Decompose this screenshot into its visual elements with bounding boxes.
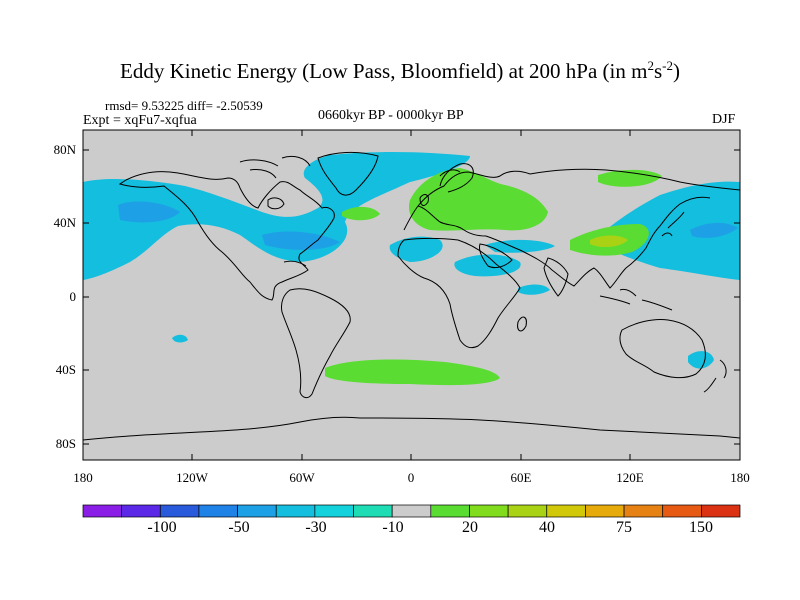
coast-greenland: [317, 151, 379, 196]
coast-madagascar: [517, 316, 527, 332]
y-tick-40n: 40N: [53, 215, 76, 230]
coast-asia: [485, 168, 740, 289]
colorbar-segment: [546, 504, 586, 518]
colorbar-label-3: -30: [305, 519, 327, 536]
colorbar-segment: [275, 504, 316, 518]
x-tick-60w: 60W: [289, 470, 315, 485]
colorbar-segment: [430, 504, 470, 518]
neg-region-arabia: [485, 239, 555, 253]
colorbar-label-8: 150: [689, 519, 713, 536]
colorbar-segment: [121, 504, 161, 518]
x-tick-120w: 120W: [176, 470, 208, 485]
axis-ticks: [82, 130, 741, 460]
colorbar-label-6: 40: [539, 519, 555, 536]
coast-hudson-bay: [267, 197, 285, 210]
colorbar-segment: [585, 504, 625, 518]
coast-canadian-archipelago: [239, 155, 311, 179]
neg-region-australia: [688, 351, 714, 369]
colorbar-segment: [391, 504, 432, 518]
coast-antarctica: [83, 416, 740, 441]
title-text: Eddy Kinetic Energy (Low Pass, Bloomfiel…: [120, 59, 648, 83]
colorbar: [82, 504, 741, 518]
colorbar-segment: [314, 504, 354, 518]
pos-region-central-atlantic: [342, 206, 380, 221]
title-sup-2: -2: [662, 58, 673, 73]
pos-region-southern-ocean: [325, 359, 500, 386]
y-tick-40s: 40S: [55, 362, 76, 377]
coast-south-america: [281, 288, 351, 399]
neg-region-west-pacific: [600, 181, 740, 280]
neg-region-north-pacific: [83, 152, 470, 280]
coast-indonesia: [599, 289, 673, 311]
coast-new-zealand: [703, 359, 727, 393]
neg-core-north-pacific: [118, 201, 180, 223]
colorbar-segment: [469, 504, 509, 518]
coast-cuba: [283, 260, 307, 267]
colorbar-segment: [701, 504, 741, 518]
x-tick-180e: 180: [730, 470, 750, 485]
title-close: ): [672, 59, 680, 83]
coast-australia: [619, 319, 706, 379]
title-sup-1: 2: [647, 58, 654, 73]
colorbar-segment: [82, 504, 122, 518]
season-label: DJF: [712, 112, 736, 127]
x-tick-120e: 120E: [616, 470, 644, 485]
coast-scandinavia: [439, 163, 474, 193]
neg-region-atlas: [389, 236, 443, 262]
experiment-label: Expt = xqFu7-xqfua: [83, 113, 197, 128]
colorbar-segment: [507, 504, 548, 518]
colorbar-segment: [353, 504, 393, 518]
neg-core-west-pacific: [690, 222, 738, 238]
colorbar-segment: [237, 504, 277, 518]
x-tick-60e: 60E: [510, 470, 532, 485]
colorbar-segment: [662, 504, 702, 518]
period-label: 0660kyr BP - 0000kyr BP: [318, 108, 464, 123]
pos-core-east-asia: [590, 235, 628, 248]
coast-africa: [397, 238, 521, 349]
coast-britain: [419, 194, 429, 206]
colorbar-label-2: -50: [228, 519, 250, 536]
y-tick-80n: 80N: [53, 142, 76, 157]
coast-arabia: [479, 243, 513, 269]
y-tick-80s: 80S: [55, 436, 76, 451]
x-tick-0: 0: [407, 470, 415, 485]
colorbar-label-5: 20: [462, 519, 478, 536]
colorbar-segment: [159, 504, 200, 518]
coastlines: [83, 151, 740, 441]
pos-region-europe: [408, 168, 548, 231]
colorbar-label-1: -100: [147, 519, 177, 536]
y-tick-0: 0: [69, 289, 77, 304]
coast-japan: [661, 211, 685, 237]
pos-region-barents: [598, 169, 662, 187]
colorbar-segment: [623, 504, 664, 518]
neg-region-indian-ocean: [518, 284, 550, 295]
coast-north-america: [118, 171, 335, 301]
x-tick-180w: 180: [73, 470, 93, 485]
neg-region-south-pacific: [172, 334, 188, 343]
colorbar-label-4: -10: [382, 519, 404, 536]
coast-india: [543, 257, 569, 297]
stats-text: rmsd= 9.53225 diff= -2.50539: [105, 98, 263, 113]
colorbar-segment: [198, 504, 238, 518]
title-text-mid: s: [653, 59, 663, 83]
chart-title: Eddy Kinetic Energy (Low Pass, Bloomfiel…: [0, 58, 800, 84]
colorbar-label-7: 75: [616, 519, 632, 536]
